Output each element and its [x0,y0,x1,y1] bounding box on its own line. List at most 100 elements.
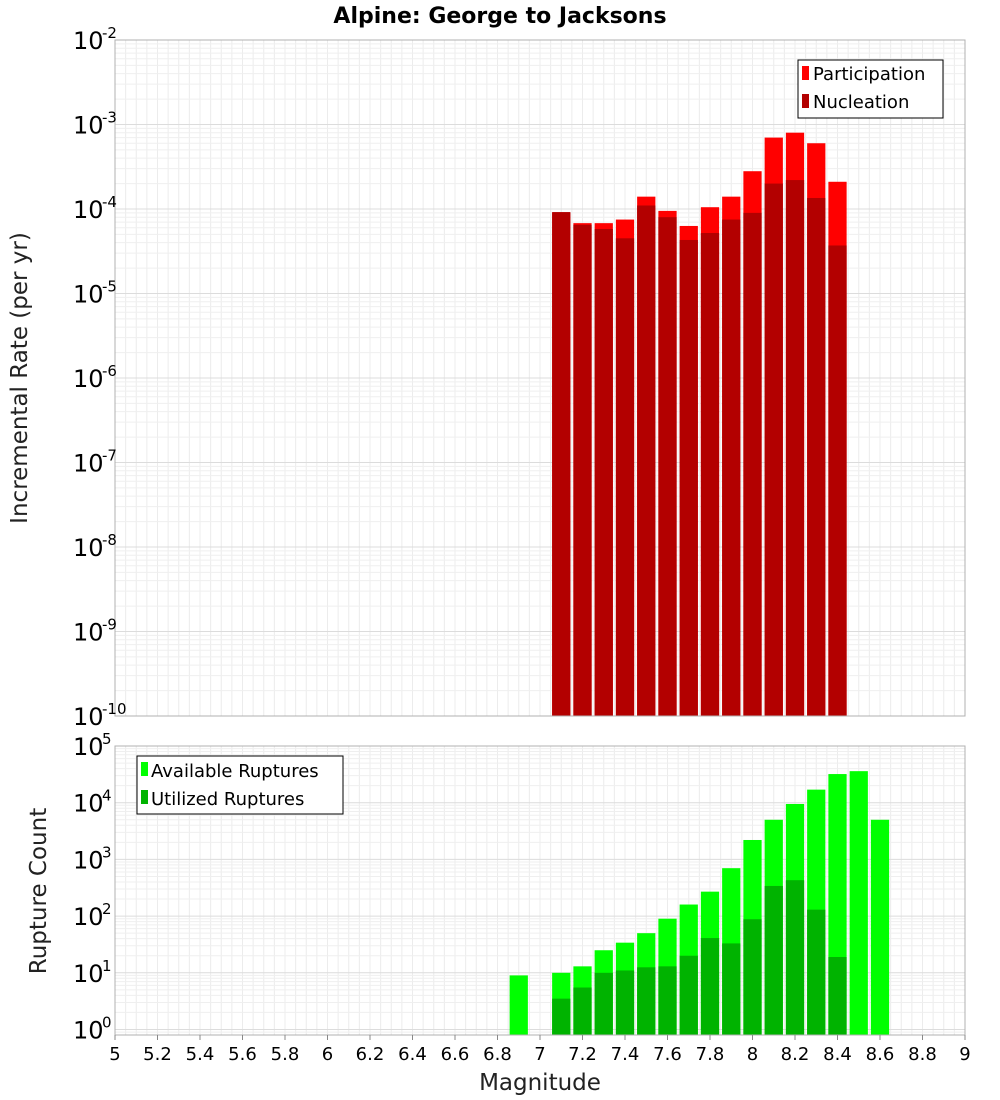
legend-label-available: Available Ruptures [151,761,319,782]
legend-swatch-participation [802,66,809,80]
x-axis-label: Magnitude [479,1070,601,1096]
bar-nucleation-7.3 [594,228,613,716]
x-tick-label: 5.2 [143,1044,172,1065]
top-y-tick-exponent: -5 [102,278,117,296]
bottom-y-tick-exponent: 5 [102,730,112,748]
x-tick-label: 7.8 [696,1044,725,1065]
x-tick-label: 7.6 [653,1044,682,1065]
bar-utilized-7.6 [658,966,677,1035]
bar-nucleation-8.3 [807,197,826,716]
top-y-tick-label: 10 [73,703,104,731]
bar-available-8.6 [870,819,890,1035]
bottom-legend-box [136,755,344,815]
top-y-tick-exponent: -4 [102,193,117,211]
bottom-y-tick-label: 10 [73,1017,104,1045]
top-y-tick-label: 10 [73,281,104,309]
bar-nucleation-7.4 [615,238,635,717]
x-tick-label: 5.8 [271,1044,300,1065]
bar-utilized-7.9 [722,943,741,1035]
x-tick-label: 5 [109,1044,120,1065]
x-tick-label: 8.4 [823,1044,852,1065]
bar-nucleation-7.8 [700,232,720,716]
bar-utilized-8.1 [764,885,783,1035]
bar-nucleation-7.9 [722,219,741,717]
top-y-tick-exponent: -9 [102,616,117,634]
bottom-x-ticks: 5 5.2 5.4 5.6 5.8 6 6.2 6.4 6.6 6.8 7 7.2 7.4 7.6 7.8 8… [109,1035,971,1065]
x-tick-label: 6.2 [356,1044,385,1065]
bar-nucleation-7.2 [573,224,592,716]
x-tick-label: 6 [322,1044,333,1065]
top-y-tick-exponent: -7 [102,447,117,465]
top-legend-box [797,59,944,119]
chart-title: Alpine: George to Jacksons [333,4,666,29]
bottom-y-tick-exponent: 4 [102,787,112,805]
bar-nucleation-8.2 [785,180,805,716]
bar-utilized-7.8 [700,938,720,1035]
top-y-tick-exponent: -3 [102,109,117,127]
x-tick-label: 6.4 [398,1044,427,1065]
top-y-tick-label: 10 [73,196,104,224]
bar-utilized-7.7 [679,955,698,1035]
bottom-y-axis-label: Rupture Count [26,808,52,974]
bottom-bars [509,771,890,1035]
bar-available-6.9 [509,975,528,1035]
x-tick-label: 5.6 [228,1044,257,1065]
bar-utilized-7.1 [552,998,571,1035]
x-tick-label: 8.6 [866,1044,895,1065]
top-y-tick-exponent: -2 [102,24,117,42]
x-tick-label: 6.8 [483,1044,512,1065]
bottom-y-tick-label: 10 [73,790,104,818]
legend-swatch-utilized [141,790,148,804]
legend-swatch-available [141,762,148,776]
top-bars [552,132,847,717]
legend-label-utilized: Utilized Ruptures [151,789,304,810]
bar-utilized-8.2 [785,880,805,1035]
top-y-tick-label: 10 [73,112,104,140]
top-y-tick-label: 10 [73,365,104,393]
bottom-y-tick-label: 10 [73,960,104,988]
bar-utilized-8.4 [828,956,847,1035]
bar-utilized-7.2 [573,987,592,1035]
bar-utilized-7.3 [594,972,613,1035]
top-y-tick-label: 10 [73,619,104,647]
top-y-tick-label: 10 [73,534,104,562]
legend-swatch-nucleation [802,94,809,108]
bottom-y-tick-label: 10 [73,903,104,931]
top-y-tick-exponent: -6 [102,362,117,380]
x-tick-label: 9 [959,1044,970,1065]
x-tick-label: 8.8 [908,1044,937,1065]
bar-available-8.5 [849,771,868,1035]
bar-nucleation-8.1 [764,183,783,716]
bottom-y-tick-exponent: 2 [102,900,112,918]
bottom-y-tick-label: 10 [73,733,104,761]
bottom-y-tick-exponent: 3 [102,843,112,861]
bottom-y-tick-label: 10 [73,846,104,874]
bar-nucleation-7.1 [552,212,571,716]
legend-label-nucleation: Nucleation [813,92,909,113]
x-tick-label: 6.6 [441,1044,470,1065]
bar-nucleation-7.6 [658,217,677,716]
top-plot-frame [114,39,966,717]
x-tick-label: 5.4 [186,1044,215,1065]
bar-nucleation-8.4 [828,245,847,717]
bottom-y-tick-exponent: 0 [102,1014,112,1032]
x-tick-label: 8.2 [781,1044,810,1065]
top-y-tick-exponent: -8 [102,531,117,549]
bar-nucleation-7.7 [679,239,698,716]
top-legend: Participation Nucleation [797,59,944,119]
x-tick-label: 7 [534,1044,545,1065]
x-tick-label: 8 [747,1044,758,1065]
bar-nucleation-7.5 [637,205,656,716]
bar-utilized-8.0 [743,919,762,1035]
top-y-tick-label: 10 [73,27,104,55]
bottom-legend: Available Ruptures Utilized Ruptures [136,755,344,815]
x-tick-label: 7.2 [568,1044,597,1065]
bottom-y-tick-exponent: 1 [102,957,112,975]
top-y-tick-exponent: -10 [102,700,127,718]
legend-label-participation: Participation [813,64,925,85]
